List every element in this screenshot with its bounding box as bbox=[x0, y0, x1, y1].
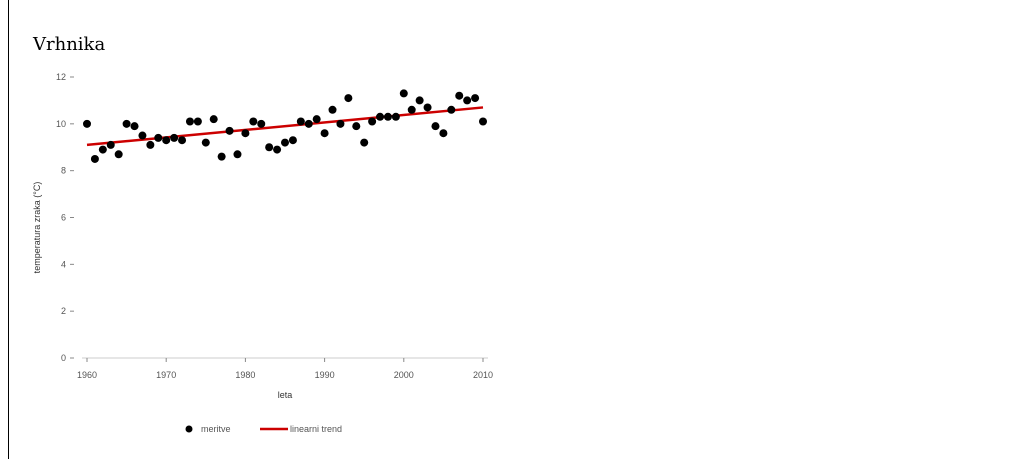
data-point bbox=[273, 145, 282, 154]
data-point bbox=[241, 129, 250, 138]
chart-title: Vrhnika bbox=[33, 34, 106, 55]
data-point bbox=[122, 119, 131, 128]
legend: meritve linearni trend bbox=[185, 424, 342, 434]
data-point bbox=[336, 119, 345, 128]
data-point bbox=[154, 133, 163, 142]
data-point bbox=[320, 129, 329, 138]
data-point bbox=[304, 119, 313, 128]
y-tick-labels: 0 2 4 6 8 10 12 bbox=[56, 72, 74, 363]
data-point bbox=[479, 117, 487, 126]
x-tick-label: 1960 bbox=[77, 370, 97, 380]
data-point bbox=[415, 96, 424, 105]
data-point bbox=[368, 117, 377, 126]
data-point bbox=[209, 115, 218, 124]
legend-marker-meritve bbox=[185, 425, 193, 433]
x-axis-title: leta bbox=[278, 390, 293, 400]
data-point bbox=[439, 129, 448, 138]
data-point bbox=[407, 105, 416, 114]
data-point bbox=[90, 154, 99, 163]
data-point bbox=[447, 105, 456, 114]
y-tick-label: 8 bbox=[61, 166, 66, 176]
data-point bbox=[471, 94, 480, 103]
data-point bbox=[170, 133, 179, 142]
data-point bbox=[193, 117, 202, 126]
x-tick-label: 1980 bbox=[235, 370, 255, 380]
data-point bbox=[352, 122, 361, 131]
data-point bbox=[83, 119, 91, 128]
data-point bbox=[328, 105, 337, 114]
x-tick-label: 1970 bbox=[156, 370, 176, 380]
data-point bbox=[114, 150, 123, 159]
data-point bbox=[312, 115, 321, 124]
legend-label-meritve: meritve bbox=[201, 424, 231, 434]
y-axis-title: temperatura zraka (°C) bbox=[32, 182, 42, 274]
legend-label-trend: linearni trend bbox=[290, 424, 342, 434]
data-point bbox=[296, 117, 305, 126]
y-tick-label: 10 bbox=[56, 119, 66, 129]
y-tick-label: 2 bbox=[61, 306, 66, 316]
y-tick-label: 12 bbox=[56, 72, 66, 82]
data-point bbox=[344, 94, 353, 103]
data-point bbox=[138, 131, 147, 140]
x-tick-label: 2010 bbox=[473, 370, 493, 380]
x-tick-labels: 1960 1970 1980 1990 2000 2010 bbox=[77, 358, 493, 380]
data-points bbox=[83, 89, 487, 163]
data-point bbox=[360, 138, 369, 147]
y-tick-label: 4 bbox=[61, 259, 66, 269]
x-tick-label: 1990 bbox=[315, 370, 335, 380]
trend-line bbox=[86, 106, 484, 147]
data-point bbox=[201, 138, 210, 147]
data-point bbox=[106, 140, 115, 149]
data-point bbox=[399, 89, 408, 98]
data-point bbox=[431, 122, 440, 131]
data-point bbox=[162, 136, 171, 145]
data-point bbox=[130, 122, 139, 131]
data-point bbox=[185, 117, 194, 126]
data-point bbox=[249, 117, 258, 126]
data-point bbox=[265, 143, 274, 152]
data-point bbox=[463, 96, 472, 105]
data-point bbox=[391, 112, 400, 121]
data-point bbox=[225, 126, 234, 135]
x-tick-label: 2000 bbox=[394, 370, 414, 380]
trend-line-group bbox=[86, 106, 484, 147]
data-point bbox=[217, 152, 226, 161]
data-point bbox=[98, 145, 107, 154]
data-point bbox=[178, 136, 187, 145]
data-point bbox=[376, 112, 385, 121]
y-tick-label: 6 bbox=[61, 213, 66, 223]
data-point bbox=[146, 140, 155, 149]
data-point bbox=[281, 138, 289, 147]
data-point bbox=[288, 136, 297, 145]
data-point bbox=[423, 103, 432, 112]
data-point bbox=[233, 150, 242, 159]
data-point bbox=[455, 91, 464, 100]
left-border-rule bbox=[8, 0, 9, 459]
data-point bbox=[257, 119, 266, 128]
y-tick-label: 0 bbox=[61, 353, 66, 363]
data-point bbox=[383, 112, 392, 121]
